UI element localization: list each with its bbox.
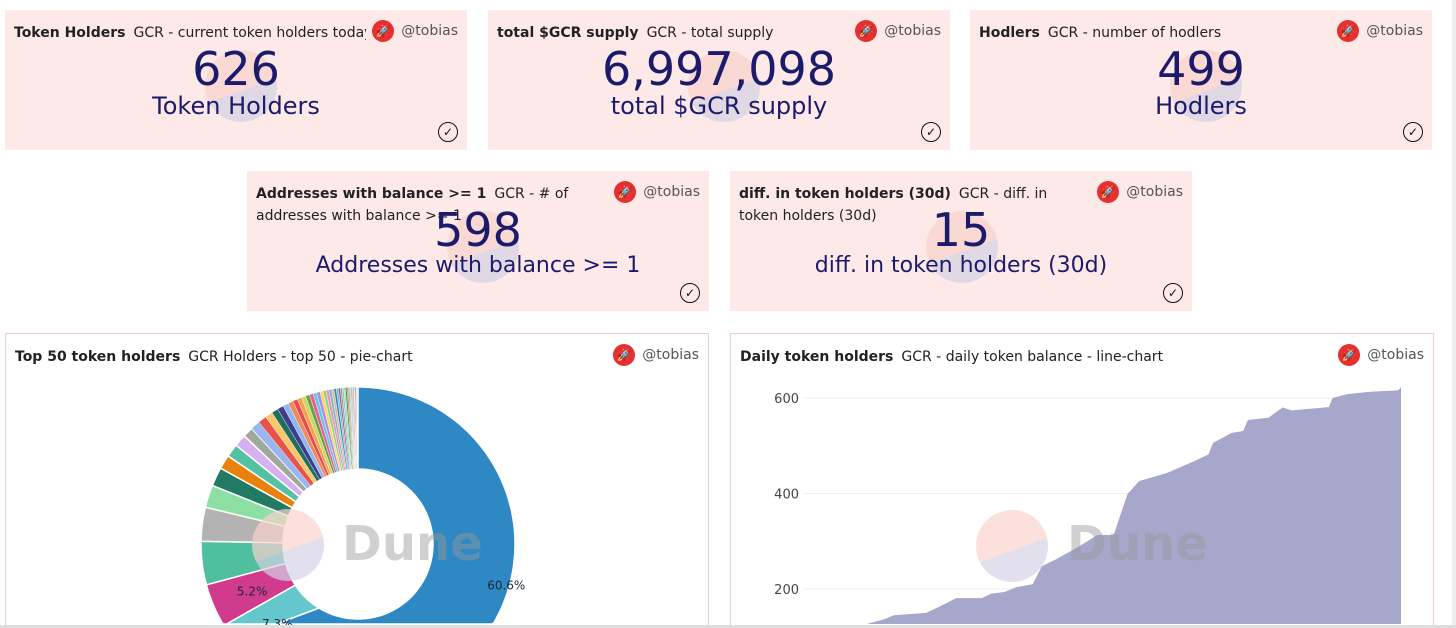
check-circle-icon: ✓ — [1403, 122, 1423, 142]
dune-logo-watermark — [447, 211, 519, 283]
chart-query[interactable]: GCR - daily token balance - line-chart — [901, 349, 1164, 365]
rocket-icon: 🚀 — [1338, 344, 1361, 366]
counter-label: total $GCR supply — [610, 92, 828, 120]
check-circle-icon: ✓ — [680, 283, 700, 303]
card-query[interactable]: GCR - # of addresses with balance >= 1 — [256, 186, 569, 224]
dune-logo-watermark — [688, 50, 760, 122]
rocket-icon: 🚀 — [855, 20, 878, 42]
card-query[interactable]: GCR - diff. in token holders (30d) — [739, 186, 1048, 224]
counter-value: 15 — [931, 203, 991, 257]
y-tick-label: 400 — [774, 488, 799, 503]
author-name[interactable]: @tobias — [1126, 184, 1183, 200]
y-tick-label: 600 — [774, 392, 799, 407]
area-chart-panel[interactable]: Daily token holders GCR - daily token bal… — [730, 333, 1434, 628]
author[interactable]: 🚀 @tobias — [849, 20, 941, 42]
slice-label: 60.6% — [487, 579, 525, 593]
counter-value: 499 — [1157, 42, 1245, 96]
author[interactable]: 🚀 @tobias — [366, 20, 458, 42]
divider — [0, 625, 1456, 628]
counter-label: Hodlers — [1155, 92, 1247, 120]
card-title: Hodlers — [979, 25, 1040, 41]
counter-label: diff. in token holders (30d) — [814, 253, 1108, 278]
counter-value: 598 — [434, 203, 522, 257]
author-name[interactable]: @tobias — [1366, 23, 1423, 39]
card-title: diff. in token holders (30d) — [739, 186, 951, 202]
author-name[interactable]: @tobias — [401, 23, 458, 39]
chart-query[interactable]: GCR Holders - top 50 - pie-chart — [188, 349, 413, 365]
pie-chart-panel[interactable]: Top 50 token holders GCR Holders - top 50… — [5, 333, 709, 628]
dune-watermark: Dune — [342, 516, 483, 572]
counter-value: 6,997,098 — [601, 42, 837, 96]
chart-title: Daily token holders — [740, 349, 894, 365]
dune-logo-watermark — [205, 50, 277, 122]
scrollbar[interactable] — [1452, 0, 1456, 628]
author-name[interactable]: @tobias — [642, 347, 699, 363]
rocket-icon: 🚀 — [613, 344, 636, 366]
area-chart[interactable]: 600 400 200 — [731, 334, 1432, 626]
author[interactable]: 🚀 @tobias — [1331, 20, 1423, 42]
rocket-icon: 🚀 — [372, 20, 395, 42]
card-title: Addresses with balance >= 1 — [256, 186, 487, 202]
dune-logo-watermark — [252, 509, 324, 581]
counter-label: Addresses with balance >= 1 — [315, 253, 641, 278]
card-title: Token Holders — [14, 25, 126, 41]
author-name[interactable]: @tobias — [643, 184, 700, 200]
author[interactable]: 🚀 @tobias — [607, 344, 699, 366]
counter-value: 626 — [192, 42, 280, 96]
author[interactable]: 🚀 @tobias — [608, 181, 700, 203]
dune-logo-watermark — [926, 211, 998, 283]
counter-card-diff[interactable]: diff. in token holders (30d) GCR - diff. … — [730, 171, 1192, 311]
card-query[interactable]: GCR - number of hodlers — [1047, 25, 1222, 41]
dune-logo-watermark — [1170, 50, 1242, 122]
rocket-icon: 🚀 — [1337, 20, 1360, 42]
counter-card-hodlers[interactable]: Hodlers GCR - number of hodlers 🚀 @tobias … — [970, 10, 1432, 150]
counter-label: Token Holders — [152, 92, 320, 120]
counter-card-addresses[interactable]: Addresses with balance >= 1 GCR - # of ad… — [247, 171, 709, 311]
area-series[interactable] — [867, 387, 1401, 624]
dune-watermark: Dune — [1067, 516, 1208, 572]
y-tick-label: 200 — [774, 583, 799, 598]
check-circle-icon: ✓ — [1163, 283, 1183, 303]
pie-chart[interactable]: 60.6% 7.3% 5.2% — [6, 334, 707, 626]
counter-card-total-supply[interactable]: total $GCR supply GCR - total supply 🚀 @to… — [488, 10, 950, 150]
author-name[interactable]: @tobias — [1367, 347, 1424, 363]
author[interactable]: 🚀 @tobias — [1332, 344, 1424, 366]
author-name[interactable]: @tobias — [884, 23, 941, 39]
check-circle-icon: ✓ — [438, 122, 458, 142]
rocket-icon: 🚀 — [1097, 181, 1120, 203]
check-circle-icon: ✓ — [921, 122, 941, 142]
rocket-icon: 🚀 — [614, 181, 637, 203]
slice-label: 7.3% — [262, 617, 293, 626]
chart-title: Top 50 token holders — [15, 349, 181, 365]
card-query[interactable]: GCR - current token holders today — [133, 25, 373, 41]
slice-label: 5.2% — [237, 584, 268, 598]
dune-logo-watermark — [976, 510, 1048, 582]
card-query[interactable]: GCR - total supply — [646, 25, 774, 41]
counter-card-token-holders[interactable]: Token Holders GCR - current token holders… — [5, 10, 467, 150]
author[interactable]: 🚀 @tobias — [1091, 181, 1183, 203]
card-title: total $GCR supply — [497, 25, 639, 41]
